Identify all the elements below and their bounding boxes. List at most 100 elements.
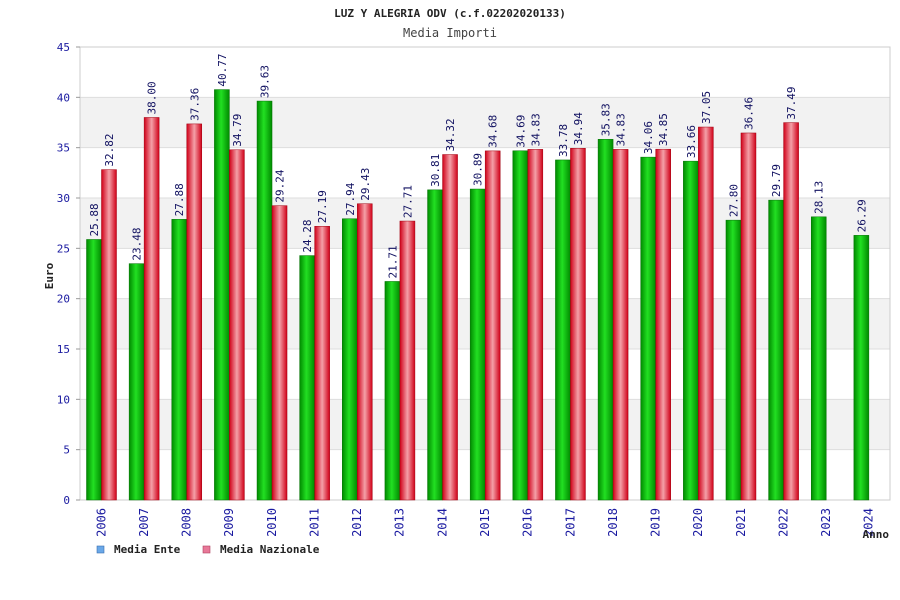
data-label-media-ente-2007: 23.48 [131, 228, 144, 261]
bar-media-ente-2024 [853, 235, 870, 501]
data-label-media-nazionale-2006: 32.82 [103, 133, 116, 166]
data-label-media-ente-2013: 21.71 [386, 245, 399, 278]
data-label-media-nazionale-2011: 27.19 [316, 190, 329, 223]
data-label-media-nazionale-2009: 34.79 [231, 114, 244, 147]
data-label-media-ente-2018: 35.83 [600, 103, 613, 136]
bar-media-nazionale-2019 [655, 148, 671, 501]
data-label-media-nazionale-2012: 29.43 [359, 168, 372, 201]
bar-media-ente-2018 [597, 139, 614, 501]
x-tick-label-2019: 2019 [649, 508, 663, 537]
data-label-media-nazionale-2010: 29.24 [274, 169, 287, 202]
bar-media-ente-2007 [128, 263, 145, 501]
x-axis-label: Anno [863, 528, 890, 541]
data-label-media-ente-2011: 24.28 [301, 219, 314, 252]
bar-media-ente-2016 [512, 150, 529, 501]
bar-media-ente-2022 [768, 199, 784, 501]
x-tick-label-2007: 2007 [137, 508, 151, 537]
bar-media-ente-2014 [427, 189, 443, 501]
bar-media-ente-2011 [299, 255, 315, 501]
legend-swatch-media-nazionale [202, 545, 211, 554]
data-label-media-ente-2016: 34.69 [514, 115, 527, 148]
data-label-media-ente-2014: 30.81 [429, 154, 442, 187]
data-label-media-ente-2015: 30.89 [472, 153, 485, 186]
y-tick-label: 10 [57, 393, 70, 406]
bar-media-ente-2020 [683, 160, 699, 501]
data-label-media-ente-2021: 27.80 [727, 184, 740, 217]
bar-media-ente-2015 [469, 188, 486, 501]
bar-media-ente-2012 [342, 218, 358, 501]
bar-media-nazionale-2011 [314, 226, 330, 501]
bar-media-ente-2008 [171, 219, 188, 501]
bar-media-ente-2019 [640, 156, 656, 501]
x-tick-label-2017: 2017 [563, 508, 577, 537]
data-label-media-nazionale-2014: 34.32 [444, 118, 457, 151]
y-tick-label: 15 [57, 343, 70, 356]
x-tick-label-2008: 2008 [180, 508, 194, 537]
data-label-media-ente-2008: 27.88 [173, 183, 186, 216]
plot-band [80, 47, 890, 98]
y-tick-label: 30 [57, 192, 70, 205]
chart-subtitle: Media Importi [403, 26, 497, 40]
x-tick-label-2009: 2009 [222, 508, 236, 537]
x-axis-ticks: 2006 2007 2008 2009 2010 2011 2012 2013 2014 2015… [94, 508, 875, 537]
bar-media-nazionale-2015 [484, 150, 501, 501]
bar-labels: 25.88 32.82 23.48 38.00 27.88 37.36 40.77 34.79… [88, 53, 868, 278]
data-label-media-nazionale-2019: 34.85 [657, 113, 670, 146]
y-tick-label: 25 [57, 242, 70, 255]
bar-media-nazionale-2022 [783, 122, 799, 501]
y-tick-label: 0 [63, 494, 70, 507]
x-tick-label-2020: 2020 [691, 508, 705, 537]
bar-media-nazionale-2021 [740, 132, 757, 501]
bar-media-nazionale-2007 [143, 117, 160, 501]
legend-swatch-media-ente [96, 545, 105, 554]
y-tick-label: 35 [57, 142, 70, 155]
y-tick-label: 20 [57, 293, 70, 306]
y-tick-label: 40 [57, 91, 70, 104]
x-tick-label-2014: 2014 [435, 508, 449, 537]
bar-media-ente-2006 [86, 239, 102, 501]
data-label-media-nazionale-2013: 27.71 [401, 185, 414, 218]
data-label-media-nazionale-2018: 34.83 [615, 113, 628, 146]
bar-media-nazionale-2016 [527, 149, 544, 501]
x-tick-label-2015: 2015 [478, 508, 492, 537]
y-tick-label: 5 [63, 444, 70, 457]
data-label-media-ente-2023: 28.13 [813, 181, 826, 214]
bar-media-ente-2017 [555, 159, 571, 501]
chart-title: LUZ Y ALEGRIA ODV (c.f.02202020133) [334, 7, 566, 20]
bar-media-ente-2009 [214, 89, 230, 501]
x-tick-label-2016: 2016 [521, 508, 535, 537]
data-label-media-ente-2012: 27.94 [344, 182, 357, 215]
x-tick-label-2013: 2013 [393, 508, 407, 537]
bar-media-nazionale-2018 [612, 149, 629, 501]
data-label-media-ente-2024: 26.29 [855, 199, 868, 232]
data-label-media-nazionale-2022: 37.49 [785, 86, 798, 119]
x-tick-label-2010: 2010 [265, 508, 279, 537]
bar-media-nazionale-2013 [399, 220, 416, 501]
bar-media-ente-2023 [810, 216, 827, 501]
bar-media-ente-2013 [384, 281, 401, 501]
data-label-media-nazionale-2015: 34.68 [487, 115, 500, 148]
bar-media-ente-2010 [256, 100, 273, 501]
data-label-media-ente-2020: 33.66 [685, 125, 698, 158]
y-tick-label: 45 [57, 41, 70, 54]
data-label-media-ente-2006: 25.88 [88, 203, 101, 236]
bar-media-nazionale-2008 [186, 123, 203, 501]
y-axis-label: Euro [43, 262, 56, 289]
bar-media-ente-2021 [725, 219, 742, 501]
y-axis-ticks: 0 5 10 15 20 25 30 35 40 45 [57, 41, 80, 507]
data-label-media-nazionale-2008: 37.36 [188, 88, 201, 121]
data-label-media-nazionale-2020: 37.05 [700, 91, 713, 124]
data-label-media-ente-2017: 33.78 [557, 124, 570, 157]
legend-label-media-ente: Media Ente [114, 543, 181, 556]
bar-media-nazionale-2017 [570, 148, 586, 501]
x-tick-label-2022: 2022 [776, 508, 790, 537]
x-tick-label-2024: 2024 [862, 508, 876, 537]
bar-media-nazionale-2014 [442, 154, 458, 501]
x-tick-label-2006: 2006 [94, 508, 108, 537]
bar-media-nazionale-2010 [271, 205, 288, 501]
x-tick-label-2018: 2018 [606, 508, 620, 537]
bars [86, 89, 870, 501]
data-label-media-ente-2010: 39.63 [259, 65, 272, 98]
bar-media-nazionale-2009 [229, 149, 245, 501]
